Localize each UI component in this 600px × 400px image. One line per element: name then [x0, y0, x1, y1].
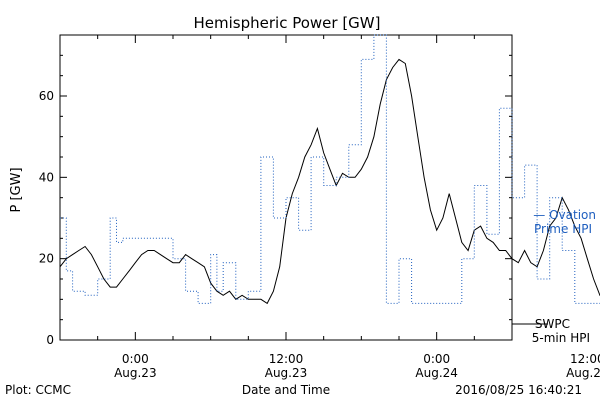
x-tick-time-label: 0:00	[423, 352, 450, 366]
x-tick-date-label: Aug.23	[265, 366, 308, 380]
x-tick-time-label: 0:00	[122, 352, 149, 366]
plot-frame	[59, 34, 513, 341]
y-tick-label: 40	[39, 170, 54, 184]
legend-swpc-line1: SWPC	[535, 317, 570, 331]
x-tick-date-label: Aug.24	[415, 366, 458, 380]
chart-title: Hemispheric Power [GW]	[194, 14, 381, 32]
legend-ovation-line1: — Ovation	[533, 208, 596, 222]
x-tick-date-label: Aug.23	[114, 366, 157, 380]
series-ovation-line	[60, 34, 600, 304]
footer-plot-credit: Plot: CCMC	[5, 383, 71, 397]
x-tick-time-label: 12:00	[570, 352, 600, 366]
x-axis: 0:00Aug.2312:00Aug.230:00Aug.2412:00Aug.…	[59, 35, 600, 380]
legend: — Ovation Prime HPI SWPC 5-min HPI	[512, 208, 596, 345]
footer-timestamp: 2016/08/25 16:40:21	[455, 383, 582, 397]
legend-swpc-line2: 5-min HPI	[532, 331, 590, 345]
y-axis: 0 20 40 60	[39, 54, 512, 347]
series-swpc-line	[59, 58, 600, 305]
x-tick-date-label: Aug.24	[566, 366, 600, 380]
y-tick-label: 0	[46, 333, 54, 347]
y-tick-label: 60	[39, 89, 54, 103]
x-tick-time-label: 12:00	[269, 352, 304, 366]
series-layer	[59, 34, 600, 305]
y-tick-label: 20	[39, 252, 54, 266]
legend-ovation-line2: Prime HPI	[534, 222, 592, 236]
x-axis-label: Date and Time	[242, 383, 330, 397]
y-axis-label: P [GW]	[9, 167, 24, 212]
